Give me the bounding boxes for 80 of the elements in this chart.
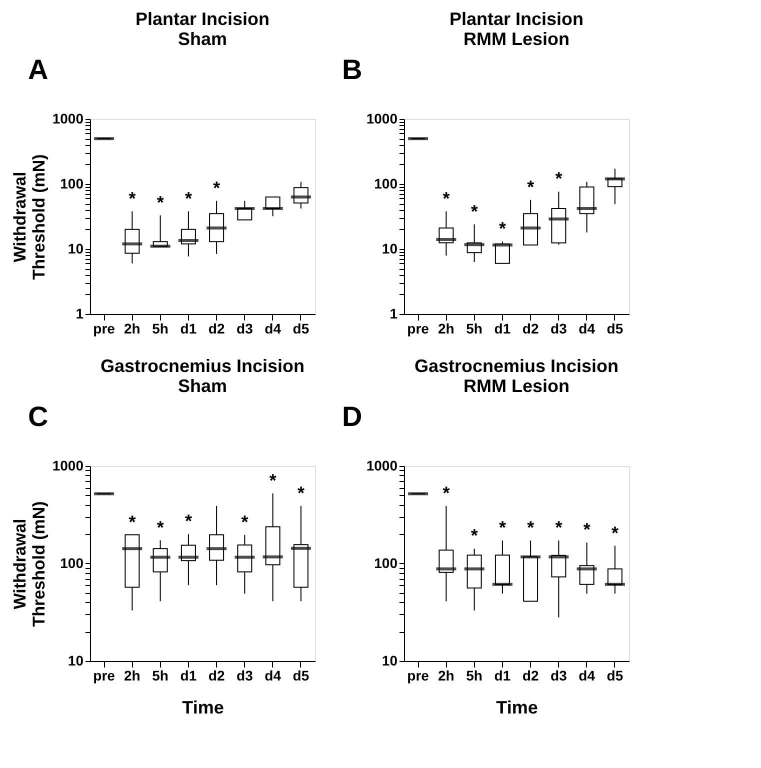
annotation: * [470, 201, 478, 222]
y-tick-label: 10 [68, 240, 84, 256]
x-tick-label: pre [93, 320, 116, 336]
y-tick-label: 10 [382, 240, 398, 256]
y-tick-label: 100 [60, 555, 84, 571]
annotation: * [156, 517, 164, 538]
y-tick-label: 1 [76, 306, 84, 322]
y-tick-label: 1000 [366, 458, 398, 474]
text: C [28, 401, 48, 432]
y-tick-label: 1000 [52, 458, 84, 474]
x-tick-label: 2h [124, 668, 140, 684]
text: B [342, 54, 362, 85]
x-tick-label: d2 [208, 320, 225, 336]
x-tick-label: d1 [180, 668, 197, 684]
x-axis-title: Time [182, 698, 224, 718]
y-tick-label: 100 [60, 176, 84, 192]
x-tick-label: d4 [264, 668, 282, 684]
x-tick-label: 2h [438, 320, 454, 336]
chart-title: Plantar Incision Sham [135, 9, 270, 49]
x-tick-label: d2 [208, 668, 225, 684]
annotation: * [128, 188, 136, 208]
text: D [342, 401, 362, 432]
x-tick-label: d3 [236, 320, 254, 336]
x-tick-label: d1 [494, 668, 511, 684]
x-tick-label: 5h [152, 320, 168, 336]
x-tick-label: pre [407, 668, 430, 684]
x-tick-label: d5 [292, 668, 310, 684]
x-tick-label: 5h [466, 320, 482, 336]
y-tick-label: 100 [374, 176, 398, 192]
annotation: * [128, 512, 136, 532]
annotation: * [442, 188, 450, 208]
x-tick-label: d5 [606, 668, 624, 684]
x-tick-label: d1 [494, 320, 511, 336]
annotation: * [184, 188, 192, 208]
annotation: * [583, 520, 590, 540]
annotation: * [184, 511, 192, 532]
x-tick-label: 5h [466, 668, 482, 684]
annotation: * [498, 518, 506, 538]
y-tick-label: 10 [68, 652, 84, 668]
x-tick-label: 2h [438, 668, 454, 684]
annotation: * [213, 178, 220, 198]
annotation: * [527, 176, 534, 197]
annotation: * [611, 522, 618, 543]
annotation: * [241, 512, 248, 532]
y-tick-label: 1000 [366, 110, 398, 126]
x-tick-label: 2h [124, 320, 140, 336]
y-tick-label: 100 [374, 555, 398, 571]
x-tick-label: d4 [264, 320, 282, 336]
x-tick-label: d5 [606, 320, 624, 336]
annotation: * [297, 482, 304, 503]
annotation: * [442, 482, 450, 503]
chart-title: Gastrocnemius Incision RMM Lesion [414, 356, 619, 396]
annotation: * [269, 470, 276, 490]
x-axis-title: Time [496, 698, 538, 718]
x-tick-label: d2 [522, 320, 539, 336]
x-tick-label: 5h [152, 668, 168, 684]
annotation: * [156, 192, 164, 212]
annotation: * [498, 218, 506, 239]
annotation: * [555, 518, 562, 538]
x-tick-label: d3 [236, 668, 254, 684]
text: A [28, 54, 48, 85]
x-tick-label: d3 [550, 320, 568, 336]
annotation: * [555, 168, 562, 189]
x-tick-label: d3 [550, 668, 568, 684]
annotation: * [470, 526, 478, 546]
y-tick-label: 10 [382, 652, 398, 668]
x-tick-label: d4 [578, 320, 596, 336]
y-axis-title: Withdrawal Threshold (mN) [10, 154, 48, 280]
y-axis-title: Withdrawal Threshold (mN) [10, 501, 48, 627]
x-tick-label: d5 [292, 320, 310, 336]
chart-title: Gastrocnemius Incision Sham [100, 356, 305, 396]
x-tick-label: d4 [578, 668, 596, 684]
y-tick-label: 1000 [52, 110, 84, 126]
x-tick-label: d2 [522, 668, 539, 684]
annotation: * [527, 518, 534, 538]
chart-title: Plantar Incision RMM Lesion [449, 9, 584, 49]
x-tick-label: d1 [180, 320, 197, 336]
x-tick-label: pre [407, 320, 430, 336]
x-tick-label: pre [93, 668, 116, 684]
y-tick-label: 1 [390, 306, 398, 322]
